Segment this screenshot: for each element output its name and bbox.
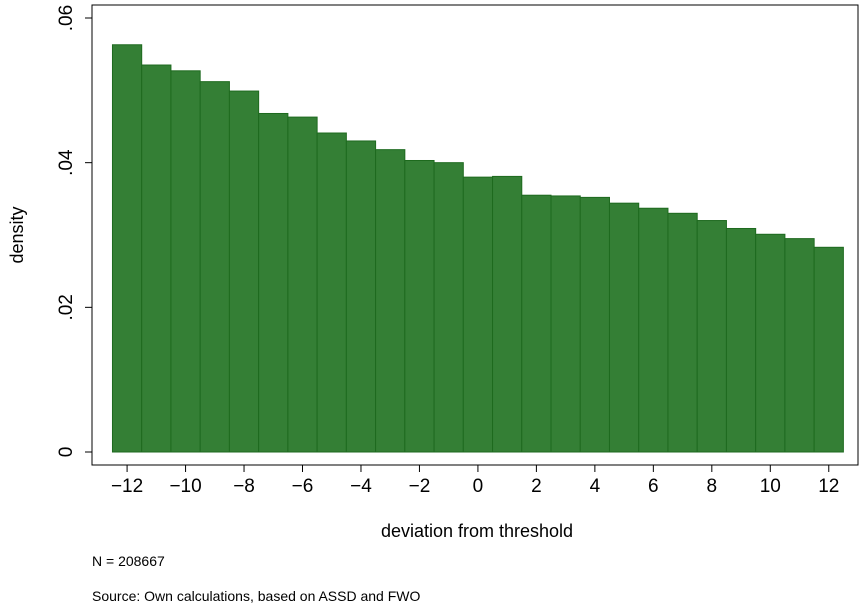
bar [784,238,815,453]
sample-size-note: N = 208667 [92,553,165,569]
x-axis: −12 −10 −8 −6 −4 −2 0 2 4 6 8 10 12 [111,465,839,497]
x-tick-label: 2 [531,476,542,497]
x-tick-label: −8 [233,476,255,497]
bar [550,195,581,453]
bar [725,227,757,453]
x-tick-label: −6 [292,476,314,497]
bar [433,162,464,453]
x-axis-title: deviation from threshold [381,521,573,541]
y-tick-label: 0 [56,447,77,458]
x-tick-label: −4 [350,476,372,497]
bar [228,90,260,453]
x-tick-label: 0 [473,476,484,497]
bar [667,212,698,453]
bar [111,44,143,453]
bar [345,140,377,453]
bar [755,233,786,453]
bar [521,194,552,453]
bar [813,246,844,453]
bar [608,202,640,453]
plot-frame [91,4,859,466]
x-tick-label: 8 [707,476,718,497]
x-tick-label: 10 [760,476,781,497]
bar [492,175,523,453]
bar [316,132,347,453]
y-axis-title: density [7,206,27,263]
x-tick-label: −12 [111,476,143,497]
bar [579,196,610,453]
bar [375,149,406,453]
x-tick-label: 4 [590,476,601,497]
x-tick-label: −10 [169,476,201,497]
bar [258,112,289,453]
bar [287,116,318,453]
y-tick-label: .04 [56,149,77,176]
bar [170,70,201,453]
bar [462,176,494,453]
bar [638,207,669,453]
bar [696,220,727,453]
bar [199,81,230,453]
x-tick-label: 12 [818,476,839,497]
y-tick-label: .02 [56,294,77,320]
bar [404,159,435,453]
bars-group [111,44,844,453]
y-tick-label: .06 [56,5,77,31]
x-tick-label: 6 [648,476,659,497]
x-tick-label: −2 [409,476,431,497]
source-note: Source: Own calculations, based on ASSD … [92,588,421,604]
y-axis: 0 .02 .04 .06 [56,5,92,458]
bar [141,64,172,453]
